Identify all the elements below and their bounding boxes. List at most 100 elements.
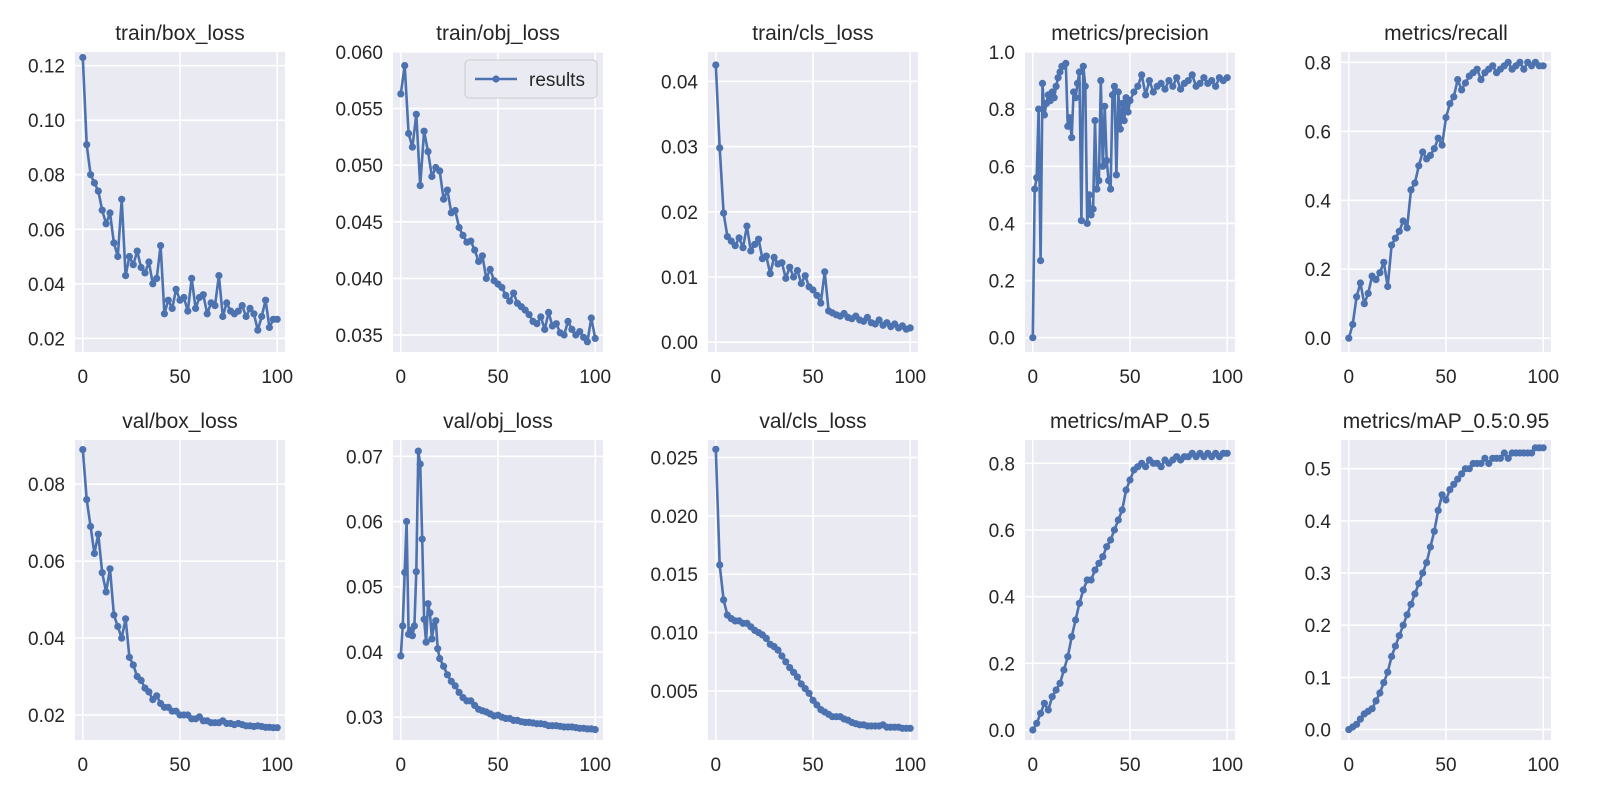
data-point xyxy=(106,209,114,217)
data-point xyxy=(906,724,914,732)
data-point xyxy=(1079,62,1087,70)
y-tick-label: 0.6 xyxy=(989,521,1015,542)
data-point xyxy=(1473,65,1481,73)
data-point xyxy=(408,632,416,640)
data-point xyxy=(1430,145,1438,153)
data-point xyxy=(587,314,595,322)
data-point xyxy=(1138,71,1146,79)
data-point xyxy=(1481,454,1489,462)
data-point xyxy=(1081,82,1089,90)
data-point xyxy=(1161,85,1169,93)
y-tick-label: 0.0 xyxy=(989,329,1015,350)
x-tick-label: 0 xyxy=(1027,755,1038,776)
y-tick-label: 0.10 xyxy=(28,111,65,132)
data-point xyxy=(1539,62,1547,70)
y-tick-label: 0.2 xyxy=(989,272,1015,293)
data-point xyxy=(716,144,724,152)
data-point xyxy=(153,274,161,282)
x-tick-label: 100 xyxy=(579,755,611,776)
x-tick-label: 100 xyxy=(894,755,926,776)
x-tick-label: 50 xyxy=(487,367,508,388)
data-point xyxy=(1411,590,1419,598)
data-point xyxy=(1415,162,1423,170)
data-point xyxy=(1142,91,1150,99)
data-point xyxy=(1391,642,1399,650)
chart-title: metrics/mAP_0.5 xyxy=(1050,410,1210,433)
legend: results xyxy=(464,59,598,99)
data-point xyxy=(238,302,246,310)
data-point xyxy=(1516,58,1524,66)
data-point xyxy=(403,517,411,526)
data-point xyxy=(94,530,102,538)
data-point xyxy=(1085,191,1093,199)
data-point xyxy=(145,258,153,266)
data-point xyxy=(234,307,242,315)
data-point xyxy=(774,646,782,654)
x-tick-label: 50 xyxy=(802,367,823,388)
data-point xyxy=(412,110,420,118)
data-point xyxy=(1075,68,1083,76)
data-point xyxy=(87,171,95,179)
x-tick-label: 0 xyxy=(710,755,721,776)
data-point xyxy=(1368,705,1376,713)
data-point xyxy=(793,266,802,275)
y-tick-label: 0.045 xyxy=(335,213,383,234)
data-point xyxy=(541,325,549,333)
data-point xyxy=(1376,269,1384,277)
data-point xyxy=(1485,459,1493,468)
data-point xyxy=(1105,177,1113,185)
data-point xyxy=(1356,715,1364,723)
data-point xyxy=(416,460,424,468)
y-tick-label: 0.04 xyxy=(28,275,65,296)
data-point xyxy=(250,310,258,318)
data-point xyxy=(1075,599,1083,607)
y-tick-label: 0.060 xyxy=(335,43,383,64)
y-tick-label: 0.6 xyxy=(1305,122,1331,143)
data-point xyxy=(242,312,250,321)
x-tick-label: 100 xyxy=(894,367,926,388)
data-point xyxy=(716,561,724,569)
data-point xyxy=(1064,653,1072,661)
x-tick-label: 50 xyxy=(169,367,190,388)
data-point xyxy=(1083,219,1091,227)
data-point xyxy=(1477,459,1485,468)
data-point xyxy=(455,223,463,232)
y-tick-label: 1.0 xyxy=(989,43,1015,64)
data-point xyxy=(545,308,553,316)
data-point xyxy=(568,325,576,333)
y-tick-label: 0.055 xyxy=(335,100,383,121)
data-point xyxy=(1450,93,1458,101)
data-point xyxy=(482,274,490,282)
data-point xyxy=(180,293,188,302)
y-tick-label: 0.8 xyxy=(989,454,1015,475)
chart-title: metrics/mAP_0.5:0.95 xyxy=(1343,410,1550,433)
x-tick-label: 50 xyxy=(1119,367,1140,388)
data-point xyxy=(1070,88,1078,96)
data-point xyxy=(1391,234,1399,242)
data-point xyxy=(106,565,114,573)
y-tick-label: 0.2 xyxy=(1305,616,1331,637)
data-point xyxy=(1454,76,1462,84)
panel-train-box-loss: 0.02 0.04 0.06 0.08 0.10 0.12 0 50 100 train/box_… xyxy=(28,22,293,388)
data-point xyxy=(1097,77,1105,85)
data-point xyxy=(1095,559,1103,567)
panel-val-obj-loss: 0.03 0.04 0.05 0.06 0.07 0 50 100 val/obj_loss xyxy=(346,410,611,776)
data-point xyxy=(1060,666,1068,674)
data-point xyxy=(1120,117,1128,125)
data-point xyxy=(1353,720,1361,728)
data-point xyxy=(79,53,87,62)
data-point xyxy=(199,291,207,299)
y-tick-label: 0.00 xyxy=(661,333,698,354)
data-point xyxy=(1040,699,1048,707)
data-point xyxy=(1050,94,1058,102)
data-point xyxy=(1118,506,1126,514)
panel-metrics-precision: 0.0 0.2 0.4 0.6 0.8 1.0 0 50 100 metrics/precisio… xyxy=(989,22,1243,388)
data-point xyxy=(1442,113,1450,122)
data-point xyxy=(1388,241,1396,249)
data-point xyxy=(1353,293,1361,301)
data-point xyxy=(1169,82,1177,90)
data-point xyxy=(83,141,91,149)
data-point xyxy=(102,220,110,228)
y-tick-label: 0.04 xyxy=(661,72,698,93)
data-point xyxy=(498,283,506,292)
